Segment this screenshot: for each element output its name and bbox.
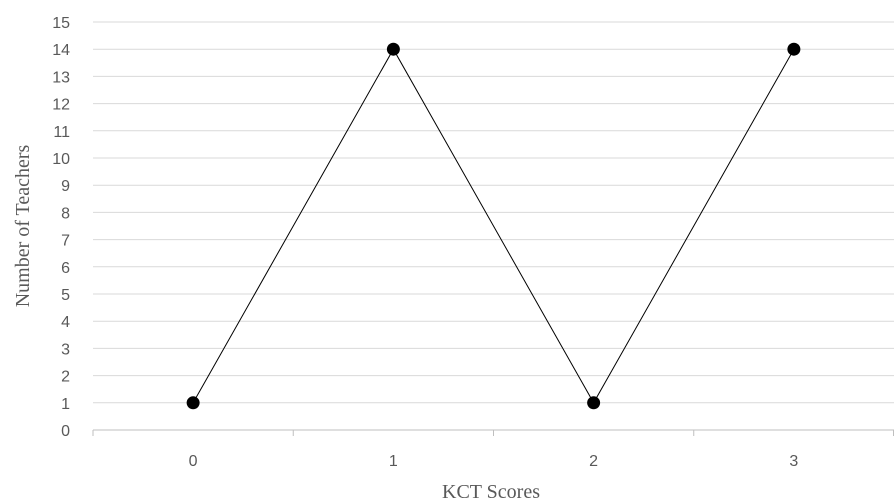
data-point-3 xyxy=(787,42,801,56)
x-tick-label-1: 1 xyxy=(389,453,398,470)
y-tick-label-10: 10 xyxy=(52,151,70,168)
gridlines xyxy=(93,21,894,404)
y-tick-label-7: 7 xyxy=(61,233,70,250)
y-tick-label-4: 4 xyxy=(61,314,70,331)
x-tick-label-0: 0 xyxy=(189,453,198,470)
x-tick-label-2: 2 xyxy=(589,453,598,470)
x-axis xyxy=(92,429,894,436)
y-tick-label-9: 9 xyxy=(61,178,70,195)
y-tick-label-14: 14 xyxy=(52,42,70,59)
y-tick-label-1: 1 xyxy=(61,396,70,413)
y-tick-label-2: 2 xyxy=(61,369,70,386)
x-tick-label-3: 3 xyxy=(789,453,798,470)
y-axis-title: Number of Teachers xyxy=(12,144,34,307)
x-axis-ticks: 0 1 2 3 xyxy=(189,453,799,470)
y-tick-label-8: 8 xyxy=(61,205,70,222)
y-tick-label-12: 12 xyxy=(52,97,70,114)
data-point-1 xyxy=(386,42,400,56)
y-tick-label-6: 6 xyxy=(61,260,70,277)
data-point-0 xyxy=(186,396,200,410)
y-tick-label-15: 15 xyxy=(52,15,70,32)
series xyxy=(186,42,801,410)
y-tick-label-0: 0 xyxy=(61,423,70,440)
y-tick-label-11: 11 xyxy=(53,124,70,141)
data-point-2 xyxy=(587,396,601,410)
series-line-0 xyxy=(192,48,795,404)
y-tick-label-13: 13 xyxy=(52,69,70,86)
y-tick-label-3: 3 xyxy=(61,341,70,358)
y-tick-label-5: 5 xyxy=(61,287,70,304)
x-axis-title: KCT Scores xyxy=(442,481,540,503)
